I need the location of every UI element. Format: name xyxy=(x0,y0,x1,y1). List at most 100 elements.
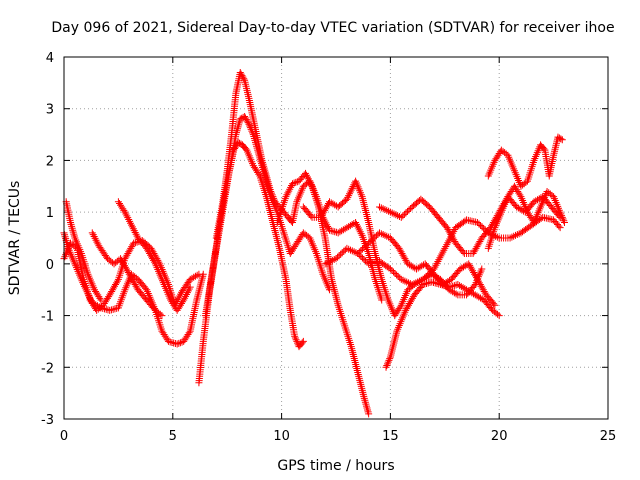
data-point xyxy=(363,404,371,412)
data-point xyxy=(168,338,176,346)
data-point xyxy=(332,255,340,263)
data-point xyxy=(384,358,392,366)
axis-ticks xyxy=(63,56,609,420)
data-point xyxy=(379,231,387,239)
data-point xyxy=(401,277,409,285)
data-point xyxy=(393,271,401,279)
data-point xyxy=(421,274,429,282)
data-point xyxy=(239,73,247,81)
data-point xyxy=(362,257,370,265)
data-point xyxy=(328,256,336,264)
data-point xyxy=(267,187,275,195)
data-point xyxy=(424,271,432,279)
data-point xyxy=(345,192,353,200)
data-point xyxy=(386,208,394,216)
data-point xyxy=(334,253,342,261)
data-point xyxy=(199,270,207,278)
data-point xyxy=(452,281,460,289)
data-point xyxy=(382,363,390,371)
data-point xyxy=(166,338,174,346)
data-point xyxy=(452,290,460,298)
data-point xyxy=(321,260,329,268)
data-point xyxy=(106,306,114,314)
data-point xyxy=(236,115,244,123)
data-point xyxy=(354,250,362,258)
data-point xyxy=(383,206,391,214)
data-point xyxy=(400,210,408,218)
data-point xyxy=(325,226,333,234)
data-point xyxy=(555,222,563,230)
data-point xyxy=(332,228,340,236)
data-point xyxy=(70,230,78,238)
data-point xyxy=(288,180,296,188)
data-point xyxy=(415,277,423,285)
data-point xyxy=(478,223,486,231)
data-point xyxy=(397,275,405,283)
data-point xyxy=(447,283,455,291)
data-point xyxy=(557,135,565,143)
data-point xyxy=(364,408,372,416)
data-point xyxy=(107,306,115,314)
data-point xyxy=(394,272,402,280)
data-point xyxy=(422,272,430,280)
data-point xyxy=(327,257,335,265)
y-tick-labels: -3 -2 -1 0 1 2 3 4 xyxy=(41,51,54,428)
data-point xyxy=(366,238,374,246)
data-point xyxy=(269,193,277,201)
data-point xyxy=(361,398,369,406)
data-point xyxy=(558,213,566,221)
data-point xyxy=(347,186,355,194)
data-point xyxy=(193,271,201,279)
y-tick-label: 4 xyxy=(46,51,54,66)
y-tick-label: -1 xyxy=(41,310,54,325)
data-point xyxy=(364,406,372,414)
series-track-14 xyxy=(354,229,499,309)
data-point xyxy=(185,329,193,337)
data-point xyxy=(130,239,138,247)
data-point xyxy=(383,232,391,240)
data-point xyxy=(307,212,315,220)
data-point xyxy=(390,210,398,218)
data-point xyxy=(292,336,300,344)
x-tick-label: 25 xyxy=(600,429,617,444)
data-point xyxy=(560,217,568,225)
data-point xyxy=(292,178,300,186)
x-tick-label: 15 xyxy=(382,429,399,444)
data-point xyxy=(376,229,384,237)
data-point xyxy=(385,207,393,215)
data-point xyxy=(379,205,387,213)
data-point xyxy=(557,210,565,218)
data-point xyxy=(383,360,391,368)
data-point xyxy=(449,282,457,290)
data-point xyxy=(385,356,393,364)
data-point xyxy=(391,269,399,277)
data-point xyxy=(396,303,404,311)
data-point xyxy=(383,362,391,370)
data-point xyxy=(84,290,92,298)
plot-frame xyxy=(63,56,609,420)
data-point xyxy=(403,278,411,286)
data-point xyxy=(85,291,93,299)
data-point xyxy=(358,254,366,262)
data-point xyxy=(513,231,521,239)
data-point xyxy=(249,129,257,137)
data-point xyxy=(399,276,407,284)
data-point xyxy=(424,279,432,287)
data-point xyxy=(362,242,370,250)
y-tick-label: -2 xyxy=(41,361,54,376)
data-point xyxy=(363,258,371,266)
data-point xyxy=(397,213,405,221)
data-point xyxy=(348,184,356,192)
data-point xyxy=(363,241,371,249)
x-tick-labels: 0 5 10 15 20 25 xyxy=(60,429,616,444)
data-point xyxy=(242,116,250,124)
data-point xyxy=(429,278,437,286)
data-point xyxy=(365,410,373,418)
data-point xyxy=(346,188,354,196)
data-point xyxy=(347,246,355,254)
data-point xyxy=(506,234,514,242)
data-point xyxy=(395,212,403,220)
data-point xyxy=(329,227,337,235)
data-point xyxy=(111,305,119,313)
